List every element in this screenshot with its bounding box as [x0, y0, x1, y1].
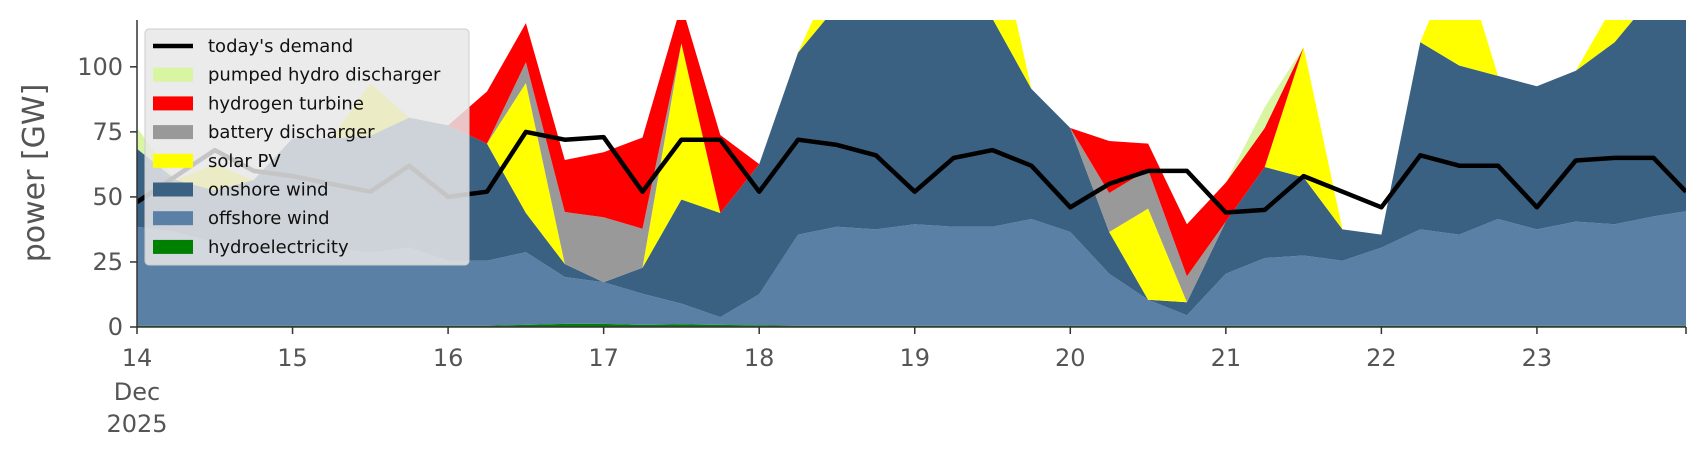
legend-label: today's demand: [208, 36, 353, 57]
legend-label: pumped hydro discharger: [208, 65, 441, 86]
legend-label: hydrogen turbine: [208, 93, 364, 114]
stacked-areas: [137, 20, 1686, 327]
legend-swatch: [153, 153, 193, 168]
y-tick-label: 25: [92, 248, 123, 276]
legend-label: hydroelectricity: [208, 237, 349, 258]
y-tick-label: 50: [92, 183, 123, 211]
x-tick-label: 20: [1055, 344, 1086, 372]
y-tick-label: 0: [108, 313, 123, 341]
legend-swatch: [153, 239, 193, 254]
area-solar-pv: [137, 20, 1634, 303]
legend-swatch: [153, 67, 193, 82]
legend-label: solar PV: [208, 151, 281, 172]
x-tick-label: 23: [1522, 344, 1553, 372]
x-tick-label: 18: [744, 344, 775, 372]
axes: 0 25 50 75 100 14 Dec 2025 15 16 17 18 19 20 21 22 23: [77, 20, 1687, 438]
x-tick-label: 17: [588, 344, 619, 372]
legend-label: onshore wind: [208, 180, 329, 201]
legend: today's demand pumped hydro discharger hyd…: [144, 28, 470, 266]
x-tick-label: 16: [433, 344, 464, 372]
x-tick-label: 15: [277, 344, 308, 372]
x-tick-label: 19: [899, 344, 930, 372]
x-tick-label: 14: [122, 344, 153, 372]
y-tick-label: 75: [92, 118, 123, 146]
legend-label: offshore wind: [208, 208, 330, 229]
legend-swatch: [153, 182, 193, 197]
y-axis-title: power [GW]: [17, 84, 52, 263]
y-tick-label: 100: [77, 53, 123, 81]
area-hydrogen-turbine: [137, 20, 1605, 277]
x-tick-sublabel: Dec: [114, 378, 160, 406]
x-tick-sublabel: 2025: [106, 410, 167, 438]
x-tick-label: 22: [1366, 344, 1397, 372]
legend-box: [144, 28, 470, 266]
legend-swatch: [153, 96, 193, 111]
legend-swatch: [153, 125, 193, 140]
area-hydroelectricity: [137, 323, 1686, 327]
x-tick-label: 21: [1211, 344, 1242, 372]
area-offshore-wind: [137, 211, 1686, 326]
legend-label: battery discharger: [208, 122, 375, 143]
legend-swatch: [153, 211, 193, 226]
area-onshore-wind: [137, 20, 1686, 318]
